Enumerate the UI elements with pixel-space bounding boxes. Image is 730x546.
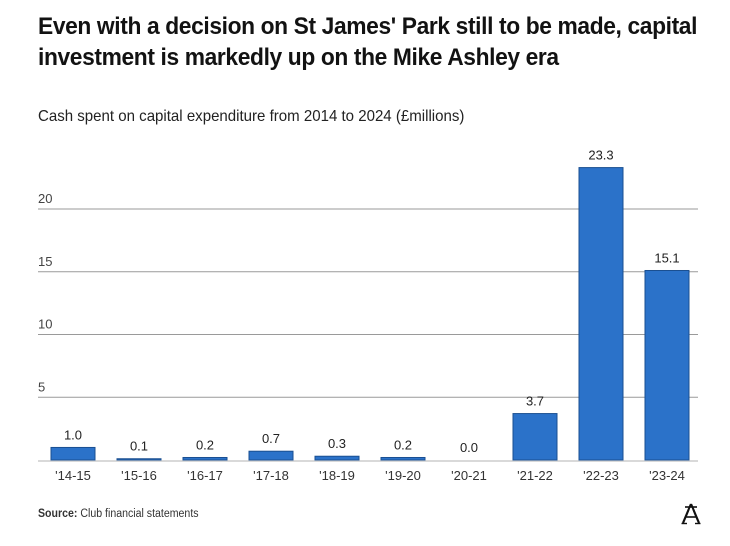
data-label: 0.0 <box>460 440 478 455</box>
data-label: 0.2 <box>196 437 214 452</box>
bar <box>116 458 162 461</box>
data-label: 23.3 <box>588 148 613 163</box>
source-note: Source: Club financial statements <box>38 508 199 520</box>
y-tick-label: 15 <box>38 254 52 269</box>
y-axis-ticks: 5 10 15 20 <box>38 191 52 394</box>
bar <box>182 456 228 461</box>
x-tick-label: '16-17 <box>187 468 223 483</box>
bar <box>50 446 96 461</box>
bar <box>248 450 294 461</box>
the-athletic-logo-icon <box>681 503 701 525</box>
data-label: 0.3 <box>328 436 346 451</box>
y-tick-label: 5 <box>38 379 45 394</box>
data-label: 15.1 <box>654 250 679 265</box>
bar <box>314 455 360 461</box>
bar <box>380 456 426 461</box>
x-tick-label: '18-19 <box>319 468 355 483</box>
x-tick-label: '14-15 <box>55 468 91 483</box>
bar <box>512 413 558 461</box>
x-tick-label: '19-20 <box>385 468 421 483</box>
source-text: Club financial statements <box>77 508 199 520</box>
x-axis-ticks: '14-15 '15-16 '16-17 '17-18 '18-19 '19-20 '20-… <box>55 468 685 483</box>
bars <box>50 167 690 461</box>
y-tick-label: 10 <box>38 317 52 332</box>
bar <box>578 167 624 461</box>
x-tick-label: '22-23 <box>583 468 619 483</box>
y-tick-label: 20 <box>38 191 52 206</box>
data-label: 0.7 <box>262 431 280 446</box>
x-tick-label: '17-18 <box>253 468 289 483</box>
data-label: 1.0 <box>64 427 82 442</box>
data-label: 0.1 <box>130 439 148 454</box>
x-tick-label: '23-24 <box>649 468 685 483</box>
data-label: 0.2 <box>394 437 412 452</box>
source-label: Source: <box>38 508 78 520</box>
data-labels: 1.0 0.1 0.2 0.7 0.3 0.2 0.0 3.7 23.3 15.1 <box>64 148 680 455</box>
bar <box>644 269 690 461</box>
chart-title: Even with a decision on St James' Park s… <box>38 13 698 71</box>
data-label: 3.7 <box>526 394 544 409</box>
x-tick-label: '20-21 <box>451 468 487 483</box>
x-tick-label: '21-22 <box>517 468 553 483</box>
chart-subtitle: Cash spent on capital expenditure from 2… <box>38 108 465 125</box>
x-tick-label: '15-16 <box>121 468 157 483</box>
